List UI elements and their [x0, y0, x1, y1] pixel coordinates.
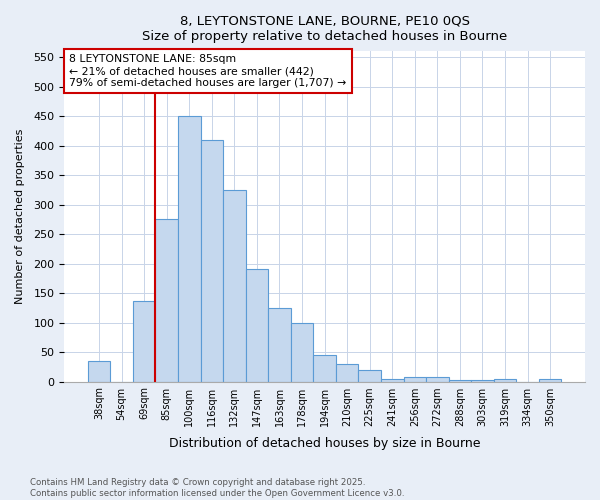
Bar — [245, 270, 268, 382]
Bar — [223, 190, 245, 382]
X-axis label: Distribution of detached houses by size in Bourne: Distribution of detached houses by size … — [169, 437, 481, 450]
Bar — [155, 220, 178, 382]
Title: 8, LEYTONSTONE LANE, BOURNE, PE10 0QS
Size of property relative to detached hous: 8, LEYTONSTONE LANE, BOURNE, PE10 0QS Si… — [142, 15, 507, 43]
Bar — [88, 361, 110, 382]
Bar — [449, 380, 471, 382]
Bar — [381, 378, 404, 382]
Text: Contains HM Land Registry data © Crown copyright and database right 2025.
Contai: Contains HM Land Registry data © Crown c… — [30, 478, 404, 498]
Bar — [404, 377, 426, 382]
Bar — [358, 370, 381, 382]
Bar — [471, 380, 494, 382]
Bar — [539, 378, 562, 382]
Bar — [426, 377, 449, 382]
Text: 8 LEYTONSTONE LANE: 85sqm
← 21% of detached houses are smaller (442)
79% of semi: 8 LEYTONSTONE LANE: 85sqm ← 21% of detac… — [70, 54, 347, 88]
Bar — [494, 378, 516, 382]
Bar — [336, 364, 358, 382]
Bar — [178, 116, 200, 382]
Y-axis label: Number of detached properties: Number of detached properties — [15, 128, 25, 304]
Bar — [313, 355, 336, 382]
Bar — [291, 322, 313, 382]
Bar — [133, 300, 155, 382]
Bar — [268, 308, 291, 382]
Bar — [200, 140, 223, 382]
